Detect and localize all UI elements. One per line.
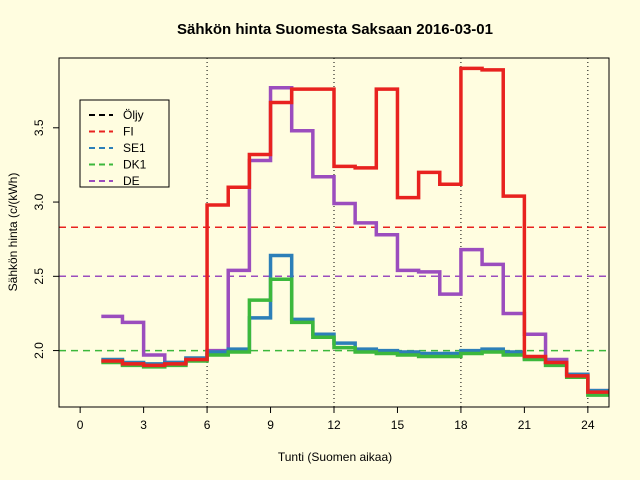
legend-label: Öljy — [123, 108, 144, 122]
legend-label: FI — [123, 125, 134, 139]
y-tick-label: 3.0 — [32, 193, 46, 210]
legend-label: SE1 — [123, 141, 146, 155]
y-tick-label: 2.5 — [32, 268, 46, 285]
axes: 0 3 6 9 12 15 18 21 24 2.0 2.5 3.0 3.5 — [32, 57, 610, 432]
y-tick-label: 3.5 — [32, 119, 46, 136]
x-tick-label: 21 — [518, 418, 532, 432]
x-tick-label: 15 — [391, 418, 405, 432]
x-tick-label: 18 — [454, 418, 468, 432]
legend-label: DE — [123, 174, 140, 188]
x-tick-label: 6 — [204, 418, 211, 432]
y-axis-label: Sähkön hinta (c/(kWh) — [6, 173, 20, 292]
x-tick-label: 0 — [77, 418, 84, 432]
legend: Öljy FI SE1 DK1 DE — [79, 99, 170, 188]
legend-label: DK1 — [123, 158, 147, 172]
x-tick-label: 3 — [140, 418, 147, 432]
series-layer — [101, 66, 609, 397]
series-line-fi — [101, 66, 609, 394]
y-tick-label: 2.0 — [32, 342, 46, 359]
x-tick-label: 9 — [267, 418, 274, 432]
x-tick-label: 24 — [581, 418, 595, 432]
chart-title: Sähkön hinta Suomesta Saksaan 2016-03-01 — [177, 21, 493, 38]
x-axis-label: Tunti (Suomen aikaa) — [278, 450, 392, 464]
x-tick-label: 12 — [327, 418, 341, 432]
legend-box — [79, 99, 170, 188]
